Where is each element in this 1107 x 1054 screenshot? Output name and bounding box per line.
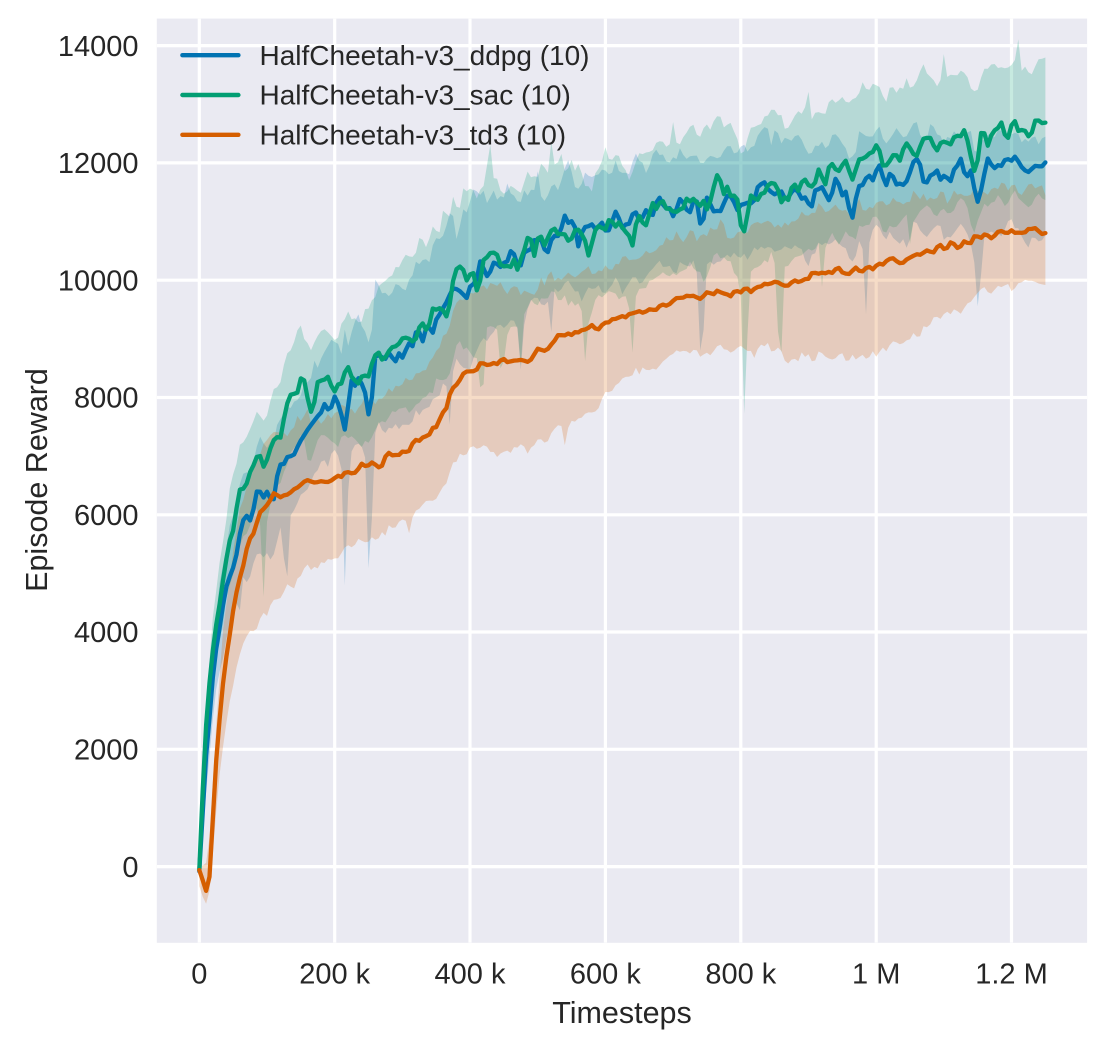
svg-text:HalfCheetah-v3_ddpg (10): HalfCheetah-v3_ddpg (10) xyxy=(260,40,590,71)
svg-text:1 M: 1 M xyxy=(852,959,900,991)
svg-text:6000: 6000 xyxy=(74,500,139,532)
svg-text:1.2 M: 1.2 M xyxy=(975,959,1048,991)
svg-text:600 k: 600 k xyxy=(570,959,641,991)
svg-text:400 k: 400 k xyxy=(435,959,506,991)
svg-text:4000: 4000 xyxy=(74,617,139,649)
svg-text:800 k: 800 k xyxy=(705,959,776,991)
svg-text:0: 0 xyxy=(191,959,207,991)
svg-text:8000: 8000 xyxy=(74,383,139,415)
svg-text:2000: 2000 xyxy=(74,735,139,767)
svg-text:12000: 12000 xyxy=(58,148,139,180)
svg-text:14000: 14000 xyxy=(58,31,139,63)
svg-text:Timesteps: Timesteps xyxy=(552,996,692,1030)
svg-text:HalfCheetah-v3_td3 (10): HalfCheetah-v3_td3 (10) xyxy=(260,120,567,151)
svg-text:0: 0 xyxy=(122,852,138,884)
svg-text:HalfCheetah-v3_sac (10): HalfCheetah-v3_sac (10) xyxy=(260,80,571,111)
svg-text:200 k: 200 k xyxy=(299,959,370,991)
svg-text:10000: 10000 xyxy=(58,265,139,297)
svg-text:Episode Reward: Episode Reward xyxy=(20,368,54,592)
